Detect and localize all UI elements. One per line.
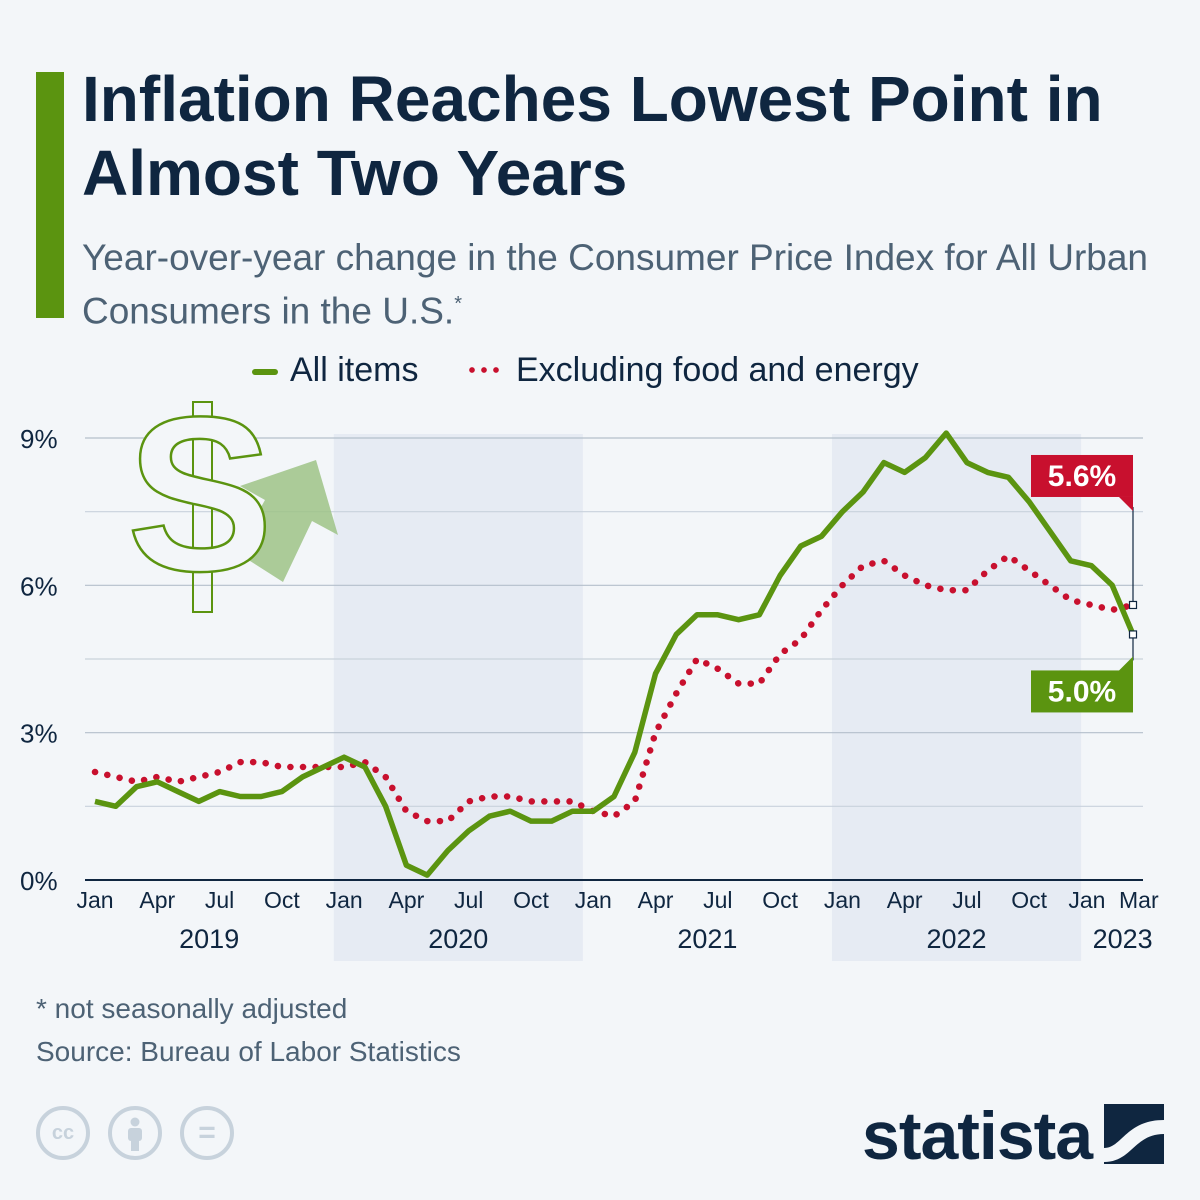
x-tick-label: Jul xyxy=(205,887,234,913)
creative-commons-icon[interactable]: cc xyxy=(36,1106,90,1160)
subtitle-text: Year-over-year change in the Consumer Pr… xyxy=(82,237,1149,332)
year-label: 2020 xyxy=(428,924,488,954)
series-end-marker xyxy=(1128,600,1138,610)
cpi-line-chart: S 0% 3% 6% 9% Jan Apr Jul Oct Jan Apr Jul Oct Jan Ap… xyxy=(20,390,1159,961)
annotation-box-all-items xyxy=(1031,670,1133,713)
year-shading-band xyxy=(333,434,583,961)
chart-subtitle: Year-over-year change in the Consumer Pr… xyxy=(82,234,1162,334)
legend-swatch-core xyxy=(466,367,502,373)
legend-swatch-all-items xyxy=(252,369,278,375)
annotation-pointer xyxy=(1119,656,1133,671)
annotation-pointer xyxy=(1119,496,1133,511)
annotation-label-core: 5.6% xyxy=(1048,460,1116,493)
year-label: 2022 xyxy=(927,924,987,954)
x-tick-label: Mar xyxy=(1119,887,1159,913)
year-label: 2021 xyxy=(677,924,737,954)
chart-legend: All items Excluding food and energy xyxy=(0,350,1200,390)
statista-logo-text[interactable]: statista xyxy=(862,1098,1093,1174)
y-tick-label: 6% xyxy=(20,571,58,601)
x-tick-label: Jul xyxy=(703,887,732,913)
x-tick-label: Oct xyxy=(762,887,798,913)
source-note: Source: Bureau of Labor Statistics xyxy=(36,1036,461,1067)
y-tick-label: 0% xyxy=(20,866,58,896)
x-tick-label: Apr xyxy=(638,887,674,913)
series-line-core xyxy=(91,551,1137,825)
series-line-all-items xyxy=(94,430,1136,878)
x-tick-label: Oct xyxy=(1011,887,1047,913)
x-tick-label: Oct xyxy=(264,887,300,913)
year-label: 2023 xyxy=(1093,924,1153,954)
annotation-box-core xyxy=(1031,454,1133,497)
subtitle-footnote-mark: * xyxy=(454,293,463,315)
x-tick-label: Oct xyxy=(513,887,549,913)
statista-logo-icon[interactable] xyxy=(1104,1104,1164,1164)
series-end-marker xyxy=(1128,630,1138,639)
y-tick-label: 3% xyxy=(20,719,58,749)
title-accent-bar xyxy=(36,72,64,318)
attribution-person-icon xyxy=(128,1117,142,1151)
dollar-sign-stem xyxy=(192,401,213,613)
annotation-label-all-items: 5.0% xyxy=(1048,675,1116,708)
chart-title: Inflation Reaches Lowest Point in Almost… xyxy=(82,63,1103,209)
x-tick-label: Jan xyxy=(575,887,612,913)
footnote-not-seasonally-adjusted: * not seasonally adjusted xyxy=(36,993,348,1024)
attribution-icon[interactable] xyxy=(108,1106,162,1160)
legend-label-all-items: All items xyxy=(290,351,419,389)
x-tick-label: Jan xyxy=(1068,887,1105,913)
dollar-sign-icon: S xyxy=(127,390,274,617)
x-tick-label: Apr xyxy=(389,887,425,913)
year-label: 2019 xyxy=(179,924,239,954)
dollar-arrow-illustration: S xyxy=(125,390,338,618)
no-derivatives-icon[interactable]: = xyxy=(180,1106,234,1160)
y-tick-label: 9% xyxy=(20,424,58,454)
x-tick-label: Jan xyxy=(824,887,861,913)
x-tick-label: Jan xyxy=(326,887,363,913)
x-tick-label: Jul xyxy=(454,887,483,913)
rising-arrow-icon xyxy=(236,460,338,582)
legend-label-core: Excluding food and energy xyxy=(516,351,919,389)
x-tick-label: Jul xyxy=(952,887,981,913)
x-tick-label: Apr xyxy=(887,887,923,913)
x-tick-label: Apr xyxy=(139,887,175,913)
x-tick-label: Jan xyxy=(76,887,113,913)
